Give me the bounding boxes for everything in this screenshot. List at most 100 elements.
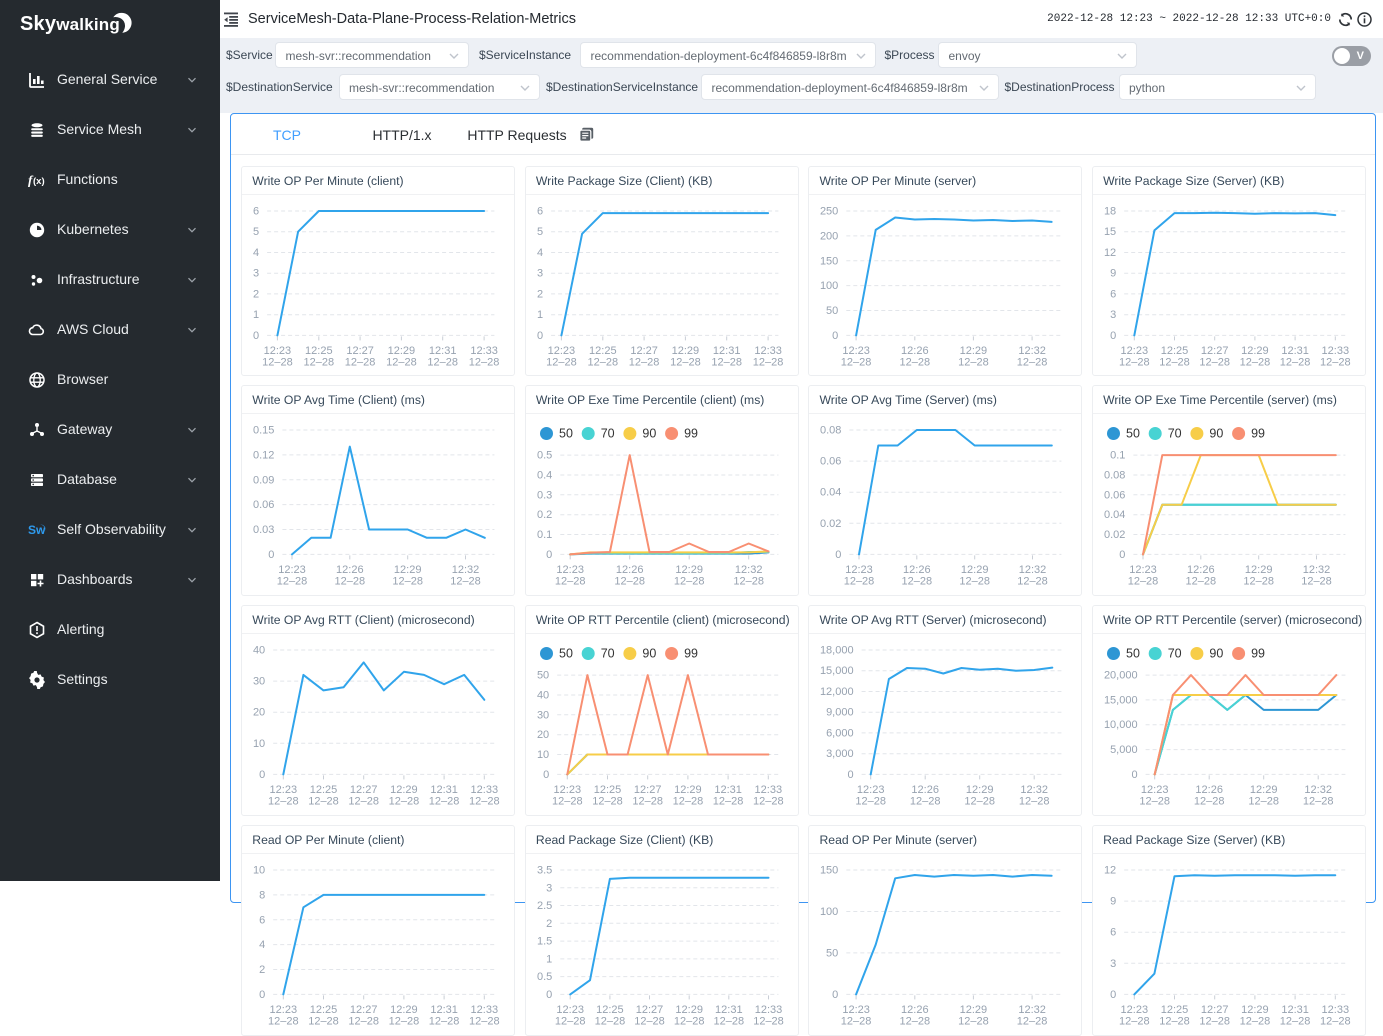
- svg-text:12–28: 12–28: [959, 1016, 990, 1028]
- svg-text:12–28: 12–28: [1159, 356, 1190, 368]
- svg-text:12–28: 12–28: [1018, 576, 1049, 588]
- svg-text:70: 70: [1168, 427, 1182, 441]
- svg-text:12–28: 12–28: [304, 356, 335, 368]
- svg-text:12–28: 12–28: [1199, 356, 1230, 368]
- svg-text:12–28: 12–28: [552, 796, 583, 808]
- svg-text:10: 10: [537, 749, 549, 761]
- svg-text:12:23: 12:23: [843, 1004, 871, 1016]
- svg-text:6: 6: [1110, 927, 1116, 939]
- svg-text:6,000: 6,000: [827, 728, 855, 740]
- svg-text:5: 5: [253, 226, 259, 238]
- svg-text:12–28: 12–28: [902, 576, 933, 588]
- svg-text:150: 150: [820, 255, 838, 267]
- svg-text:12: 12: [1104, 247, 1116, 259]
- svg-text:12:29: 12:29: [960, 1004, 988, 1016]
- svg-text:12–28: 12–28: [389, 796, 420, 808]
- svg-text:12–28: 12–28: [1017, 356, 1048, 368]
- svg-text:12–28: 12–28: [1303, 796, 1334, 808]
- svg-text:20: 20: [537, 729, 549, 741]
- svg-text:3: 3: [253, 267, 259, 279]
- svg-text:12–28: 12–28: [1139, 796, 1170, 808]
- svg-text:12–28: 12–28: [1301, 576, 1332, 588]
- svg-text:50: 50: [559, 427, 573, 441]
- svg-text:12–28: 12–28: [753, 356, 784, 368]
- svg-text:99: 99: [684, 427, 698, 441]
- svg-text:9,000: 9,000: [827, 707, 855, 719]
- svg-text:12:25: 12:25: [310, 1004, 338, 1016]
- svg-text:2: 2: [259, 964, 265, 976]
- svg-text:12:31: 12:31: [429, 345, 457, 357]
- svg-text:0.08: 0.08: [1104, 470, 1125, 482]
- svg-text:12–28: 12–28: [614, 576, 645, 588]
- svg-text:12–28: 12–28: [713, 1016, 744, 1028]
- svg-text:12:33: 12:33: [754, 784, 782, 796]
- svg-text:12:31: 12:31: [1281, 1004, 1309, 1016]
- svg-text:50: 50: [559, 647, 573, 661]
- svg-text:99: 99: [1251, 427, 1265, 441]
- svg-text:0: 0: [269, 549, 275, 561]
- svg-text:99: 99: [1251, 647, 1265, 661]
- svg-text:12–28: 12–28: [349, 796, 380, 808]
- svg-text:12:29: 12:29: [1250, 784, 1278, 796]
- svg-text:3: 3: [546, 882, 552, 894]
- svg-text:12–28: 12–28: [841, 356, 872, 368]
- svg-text:0.4: 0.4: [537, 470, 552, 482]
- svg-text:90: 90: [1209, 427, 1223, 441]
- svg-text:30: 30: [537, 710, 549, 722]
- svg-text:12:29: 12:29: [388, 345, 416, 357]
- svg-text:0: 0: [546, 989, 552, 1001]
- svg-text:1: 1: [537, 309, 543, 321]
- svg-text:12:29: 12:29: [1241, 1004, 1269, 1016]
- svg-text:12:26: 12:26: [902, 345, 930, 357]
- svg-text:12:23: 12:23: [846, 564, 874, 576]
- svg-text:5,000: 5,000: [1110, 744, 1138, 756]
- svg-text:12:23: 12:23: [548, 345, 576, 357]
- svg-text:12–28: 12–28: [546, 356, 577, 368]
- svg-text:18: 18: [1104, 205, 1116, 217]
- svg-text:12:32: 12:32: [1019, 345, 1047, 357]
- svg-text:12–28: 12–28: [674, 1016, 705, 1028]
- svg-text:70: 70: [601, 647, 615, 661]
- svg-text:12–28: 12–28: [1128, 576, 1159, 588]
- svg-text:100: 100: [820, 906, 838, 918]
- svg-text:0.5: 0.5: [537, 971, 552, 983]
- svg-text:12:23: 12:23: [843, 345, 871, 357]
- svg-text:12–28: 12–28: [1248, 796, 1279, 808]
- svg-text:12–28: 12–28: [1159, 1016, 1190, 1028]
- svg-text:12:33: 12:33: [754, 345, 782, 357]
- svg-text:3.5: 3.5: [537, 865, 552, 877]
- svg-text:12–28: 12–28: [960, 576, 991, 588]
- svg-text:12:32: 12:32: [1021, 784, 1049, 796]
- svg-text:40: 40: [253, 645, 265, 657]
- svg-text:12:27: 12:27: [634, 784, 662, 796]
- svg-text:12:23: 12:23: [857, 784, 885, 796]
- svg-text:12–28: 12–28: [268, 796, 299, 808]
- svg-text:50: 50: [827, 948, 839, 960]
- svg-text:12:27: 12:27: [1201, 345, 1229, 357]
- svg-text:12:29: 12:29: [674, 784, 702, 796]
- svg-text:12: 12: [1104, 865, 1116, 877]
- svg-text:12:23: 12:23: [279, 564, 307, 576]
- svg-text:12:23: 12:23: [270, 1004, 298, 1016]
- svg-text:12:26: 12:26: [912, 784, 940, 796]
- svg-text:12:23: 12:23: [1141, 784, 1169, 796]
- svg-text:0.1: 0.1: [537, 529, 552, 541]
- svg-text:12:29: 12:29: [960, 345, 988, 357]
- svg-text:12–28: 12–28: [965, 796, 996, 808]
- svg-text:0: 0: [833, 989, 839, 1001]
- svg-text:250: 250: [820, 205, 838, 217]
- svg-text:12:26: 12:26: [616, 564, 644, 576]
- svg-text:12–28: 12–28: [674, 576, 705, 588]
- svg-text:12–28: 12–28: [1240, 356, 1271, 368]
- svg-text:2: 2: [253, 288, 259, 300]
- svg-text:12–28: 12–28: [393, 576, 424, 588]
- svg-text:4: 4: [259, 939, 265, 951]
- svg-text:12–28: 12–28: [672, 796, 703, 808]
- svg-text:1: 1: [253, 309, 259, 321]
- svg-text:12–28: 12–28: [733, 576, 764, 588]
- svg-text:12:32: 12:32: [1019, 564, 1047, 576]
- svg-text:12:27: 12:27: [347, 345, 375, 357]
- svg-text:50: 50: [1126, 427, 1140, 441]
- svg-text:0: 0: [1132, 769, 1138, 781]
- svg-text:12:29: 12:29: [966, 784, 994, 796]
